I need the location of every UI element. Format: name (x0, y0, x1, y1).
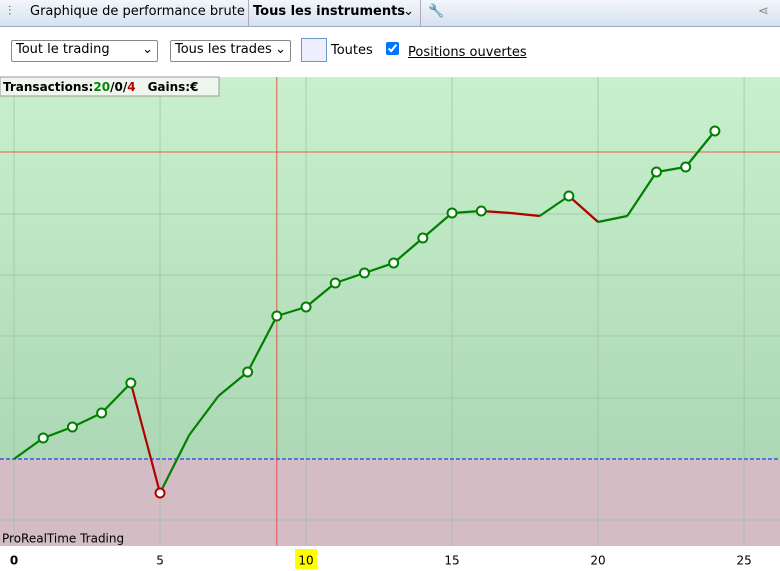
trade-marker (37, 432, 49, 444)
toolbar: ⫶ Graphique de performance brute Tous le… (0, 0, 780, 27)
neutral: 0 (114, 80, 122, 94)
open-positions-label[interactable]: Positions ouvertes (408, 45, 527, 60)
stats-label: Transactions: (3, 80, 93, 94)
equity-segment (129, 382, 162, 494)
x-tick-label: 0 (10, 554, 18, 568)
trade-marker (446, 207, 458, 219)
equity-segment (188, 395, 220, 436)
x-tick-label: 5 (156, 554, 164, 568)
trade-marker (300, 301, 312, 313)
equity-segment (684, 130, 716, 168)
x-tick-label: 10 (298, 554, 313, 568)
equity-segment (539, 195, 570, 217)
equity-segment (568, 195, 599, 223)
stats: Transactions:20/0/4 Gains:€ (3, 80, 198, 94)
trade-marker (66, 421, 78, 433)
equity-segment (13, 437, 44, 460)
share-icon[interactable]: ⋖ (758, 4, 769, 19)
equity-segment (510, 211, 540, 218)
loss-zone (0, 459, 780, 546)
period-label: Toutes (331, 43, 373, 58)
trade-marker (680, 161, 692, 173)
x-tick-label: 25 (736, 554, 751, 568)
equity-segment (626, 171, 658, 217)
equity-segment (597, 214, 628, 224)
trade-marker (475, 205, 487, 217)
trade-marker (154, 487, 166, 499)
equity-segment (217, 371, 249, 397)
losses: 4 (127, 80, 135, 94)
sep: / (123, 80, 128, 94)
trades-text: Tous les trades (175, 42, 272, 57)
scope-text: Tout le trading (16, 42, 110, 57)
equity-segment (159, 434, 191, 494)
candle-icon: ⫶ (8, 4, 12, 19)
trade-marker (388, 257, 400, 269)
wins: 20 (93, 80, 110, 94)
instruments-menu[interactable]: Tous les instruments (253, 4, 406, 19)
watermark: ProRealTime Trading (2, 532, 124, 546)
open-positions-checkbox[interactable] (386, 42, 399, 55)
sep: / (110, 80, 115, 94)
equity-segment (100, 382, 132, 414)
trade-marker (271, 310, 283, 322)
x-tick-label: 15 (444, 554, 459, 568)
toolbar-title: Graphique de performance brute (30, 4, 245, 19)
calendar-icon[interactable] (301, 38, 327, 62)
trade-marker (96, 407, 108, 419)
trade-marker (650, 166, 662, 178)
x-tick-label: 20 (590, 554, 605, 568)
trade-marker (242, 366, 254, 378)
trade-marker (709, 125, 721, 137)
tick-highlight (295, 549, 318, 569)
equity-segment (305, 282, 336, 308)
settings-icon[interactable]: 🔧 (428, 4, 445, 19)
scope-select[interactable]: Tout le trading ⌄ (11, 40, 158, 62)
trade-marker (329, 277, 341, 289)
equity-segment (422, 212, 453, 239)
profit-zone (0, 77, 780, 459)
equity-segment (392, 237, 424, 264)
equity-segment (246, 315, 278, 373)
trades-select[interactable]: Tous les trades ⌄ (170, 40, 291, 62)
trade-marker (125, 377, 137, 389)
trade-marker (417, 232, 429, 244)
gains-label: Gains:€ (148, 80, 199, 94)
trade-marker (358, 267, 370, 279)
trade-marker (563, 190, 575, 202)
